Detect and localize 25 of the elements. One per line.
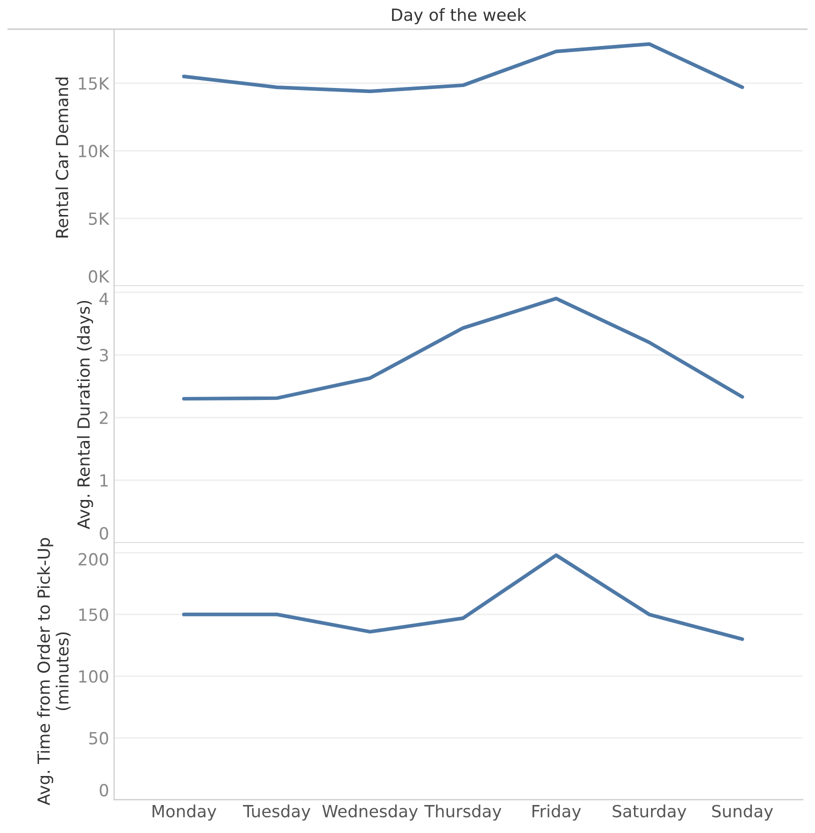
y-tick-label: 10K <box>78 144 110 158</box>
y-tick-label: 1 <box>100 474 108 487</box>
y-tick-label: 5K <box>88 212 110 225</box>
x-tick-label: Sunday <box>712 804 773 821</box>
y-tick-label: 15K <box>78 77 110 90</box>
y-tick-label: 0K <box>88 270 110 283</box>
x-tick-label: Saturday <box>612 804 686 821</box>
y-tick-label: 200 <box>78 553 108 566</box>
x-tick-label: Wednesday <box>322 804 418 821</box>
y-tick-label: 4 <box>99 292 108 305</box>
x-tick-label: Monday <box>152 804 216 821</box>
y-tick-label: 0 <box>100 784 108 796</box>
y-tick-label: 0 <box>100 527 108 540</box>
y-tick-label: 50 <box>89 732 108 745</box>
y-tick-label: 150 <box>79 608 108 622</box>
x-tick-label: Thursday <box>424 804 502 821</box>
y-tick-label: 100 <box>79 670 108 683</box>
x-tick-label: Tuesday <box>243 804 310 821</box>
y-axis-title: Rental Car Demand <box>55 78 68 238</box>
chart-title: Day of the week <box>392 8 526 24</box>
y-tick-label: 2 <box>100 412 108 424</box>
x-tick-label: Friday <box>532 804 581 821</box>
y-tick-label: 3 <box>100 348 108 362</box>
y-axis-title: Avg. Time from Order to Pick-Up (minutes) <box>37 538 71 806</box>
y-axis-title: Avg. Rental Duration (days) <box>76 300 94 530</box>
